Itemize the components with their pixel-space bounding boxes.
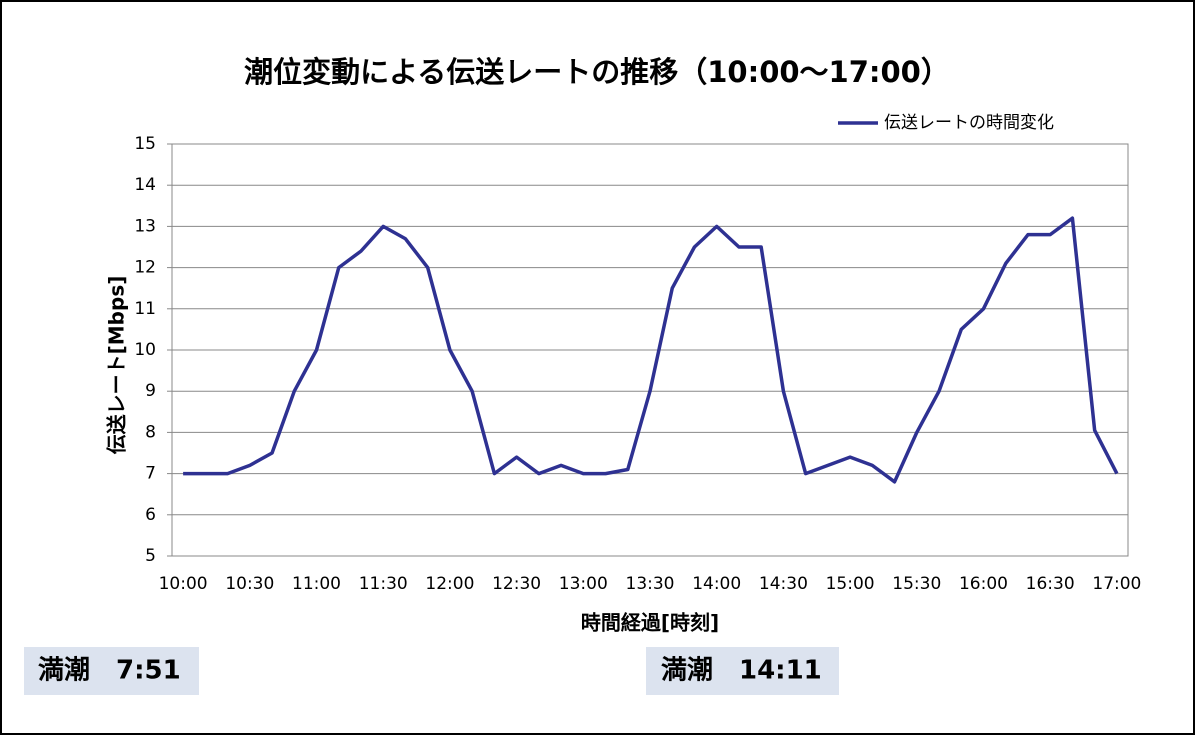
x-tick-label: 12:30 (492, 574, 541, 594)
x-tick-label: 15:30 (892, 574, 941, 594)
x-tick-label: 16:00 (959, 574, 1008, 594)
x-tick-label: 13:30 (626, 574, 675, 594)
y-tick-label: 11 (134, 299, 156, 319)
x-tick-label: 11:00 (292, 574, 341, 594)
y-tick-label: 12 (134, 258, 156, 278)
y-tick-label: 13 (134, 216, 156, 236)
y-tick-label: 9 (145, 381, 156, 401)
x-tick-label: 12:00 (425, 574, 474, 594)
annotation: 満潮 14:11 (661, 656, 822, 686)
x-tick-label: 15:00 (826, 574, 875, 594)
x-tick-label: 10:00 (159, 574, 208, 594)
y-tick-label: 14 (134, 175, 156, 195)
annotation: 満潮 7:51 (38, 656, 181, 686)
y-axis-title: 伝送レート[Mbps] (105, 276, 129, 455)
y-tick-label: 10 (134, 340, 156, 360)
data-line (183, 216, 1119, 484)
chart-title: 潮位変動による伝送レートの推移（10:00〜17:00） (244, 55, 950, 89)
y-tick-label: 15 (134, 134, 156, 154)
x-tick-label: 14:30 (759, 574, 808, 594)
x-tick-label: 10:30 (225, 574, 274, 594)
x-tick-label: 16:30 (1026, 574, 1075, 594)
y-tick-label: 7 (145, 464, 156, 484)
x-tick-label: 13:00 (559, 574, 608, 594)
x-tick-label: 17:00 (1092, 574, 1141, 594)
annotation-box (24, 647, 199, 695)
y-tick-label: 8 (145, 422, 156, 442)
x-tick-label: 11:30 (359, 574, 408, 594)
legend-label: 伝送レートの時間変化 (884, 113, 1054, 133)
y-tick-label: 6 (145, 505, 156, 525)
x-tick-label: 14:00 (692, 574, 741, 594)
x-axis-title: 時間経過[時刻] (581, 611, 719, 635)
annotation-box (646, 647, 839, 695)
y-tick-label: 5 (145, 546, 156, 566)
